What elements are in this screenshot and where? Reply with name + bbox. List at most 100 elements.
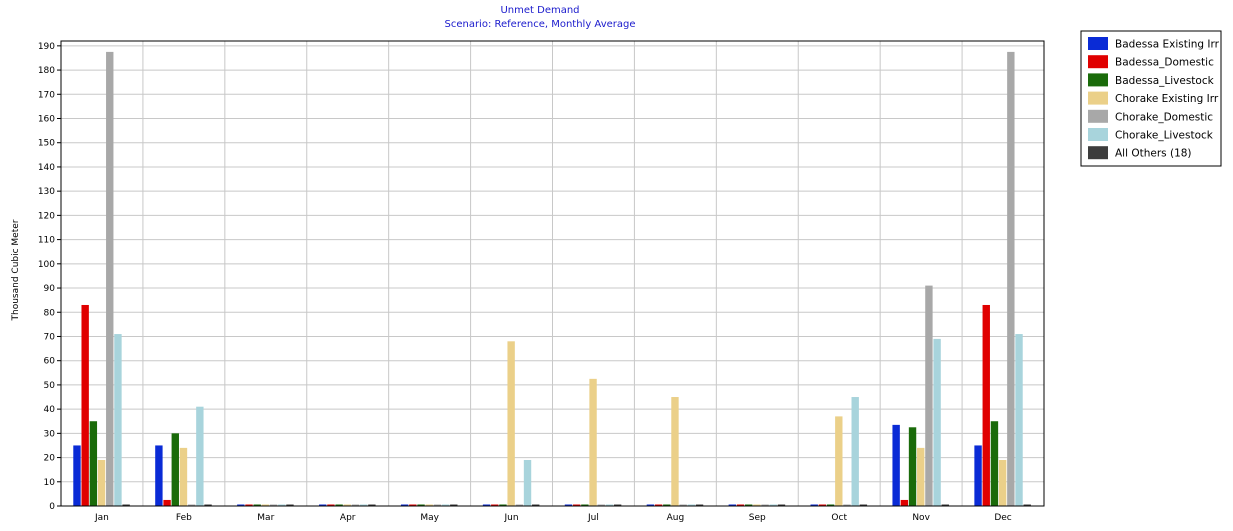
bar (933, 338, 941, 506)
bar (163, 499, 171, 506)
bar (613, 504, 622, 506)
legend-label: Chorake Existing Irr (1115, 93, 1219, 105)
bar (851, 397, 859, 506)
bar (998, 459, 1007, 506)
x-tick-label: Jan (94, 513, 109, 523)
y-tick-label: 50 (44, 381, 56, 391)
plot-frame (60, 40, 1045, 507)
x-tick-label: May (420, 513, 439, 523)
x-tick-label: Jul (587, 513, 599, 523)
bar (892, 424, 900, 506)
bar (73, 445, 81, 506)
y-tick-label: 140 (38, 163, 55, 173)
bar (605, 504, 614, 506)
x-tick-label: Mar (257, 513, 274, 523)
bar (1007, 51, 1015, 507)
bar (278, 504, 286, 506)
bar (777, 504, 786, 506)
bar (810, 504, 818, 506)
bar (89, 421, 98, 506)
bar (515, 504, 524, 506)
bar (663, 504, 671, 506)
bar (417, 504, 425, 506)
bar (646, 504, 655, 506)
x-tick-label: Sep (749, 513, 766, 523)
bar (441, 504, 450, 506)
y-tick-label: 80 (44, 308, 56, 318)
bar (753, 504, 761, 506)
y-tick-label: 10 (44, 478, 56, 488)
bar (351, 504, 360, 506)
bar (941, 504, 949, 506)
y-tick-label: 90 (44, 284, 56, 294)
chart-subtitle: Scenario: Reference, Monthly Average (444, 19, 635, 30)
x-tick-label: Aug (667, 513, 685, 523)
bar (187, 504, 196, 506)
bar (179, 447, 188, 507)
y-tick-label: 40 (44, 405, 56, 415)
legend-label: All Others (18) (1115, 148, 1192, 160)
bar (155, 445, 163, 506)
bar (826, 504, 835, 506)
bar (564, 504, 573, 506)
legend-label: Chorake_Livestock (1115, 130, 1214, 142)
bar (728, 504, 737, 506)
bar (843, 504, 851, 506)
bar (900, 499, 909, 506)
bar (450, 504, 458, 506)
y-tick-label: 130 (38, 187, 55, 197)
y-axis-ticks: 0 10 20 30 40 50 60 70 80 90 100 110 120 130 140 150 160… (38, 42, 61, 512)
legend-swatch (1088, 37, 1108, 50)
x-tick-label: Dec (994, 513, 1011, 523)
bar (572, 504, 581, 506)
bar (679, 504, 687, 506)
bar (581, 504, 589, 506)
legend-label: Chorake_Domestic (1115, 111, 1213, 123)
y-tick-label: 30 (44, 429, 56, 439)
y-tick-label: 60 (44, 357, 56, 367)
legend-swatch (1088, 73, 1108, 87)
bar (835, 416, 843, 506)
y-tick-label: 120 (38, 211, 55, 221)
bar (917, 447, 925, 507)
bars (73, 51, 1031, 507)
legend-swatch (1088, 55, 1108, 69)
x-tick-label: Nov (912, 513, 930, 523)
y-tick-label: 170 (38, 90, 55, 100)
bar (745, 504, 753, 506)
bar (81, 304, 89, 506)
x-tick-label: Oct (831, 513, 847, 523)
bar (106, 51, 114, 507)
bar (261, 504, 270, 506)
bar (925, 285, 933, 506)
bar (499, 504, 507, 506)
y-tick-label: 180 (38, 66, 55, 76)
bar (974, 445, 982, 506)
bar (368, 504, 376, 506)
y-axis-label: Thousand Cubic Meter (11, 219, 21, 321)
bar (171, 433, 179, 506)
y-tick-label: 160 (38, 115, 55, 125)
bar (400, 504, 409, 506)
x-tick-label: Apr (340, 513, 356, 523)
y-tick-label: 70 (44, 332, 56, 342)
bar (245, 504, 253, 506)
bar (507, 341, 515, 506)
bar (532, 504, 540, 506)
legend-swatch (1088, 146, 1108, 160)
bar (97, 459, 106, 506)
bar (204, 504, 212, 506)
legend-label: Badessa_Domestic (1115, 57, 1214, 69)
bar (769, 504, 777, 506)
chart-title: Unmet Demand (500, 5, 579, 16)
bar (196, 406, 204, 506)
x-tick-label: Feb (176, 513, 192, 523)
legend: Badessa Existing Irr Badessa_Domestic Bade… (1080, 30, 1222, 167)
bar (491, 504, 499, 506)
bar (237, 504, 245, 506)
bar (654, 504, 663, 506)
bar (343, 504, 351, 506)
bar (327, 504, 335, 506)
bar (736, 504, 745, 506)
